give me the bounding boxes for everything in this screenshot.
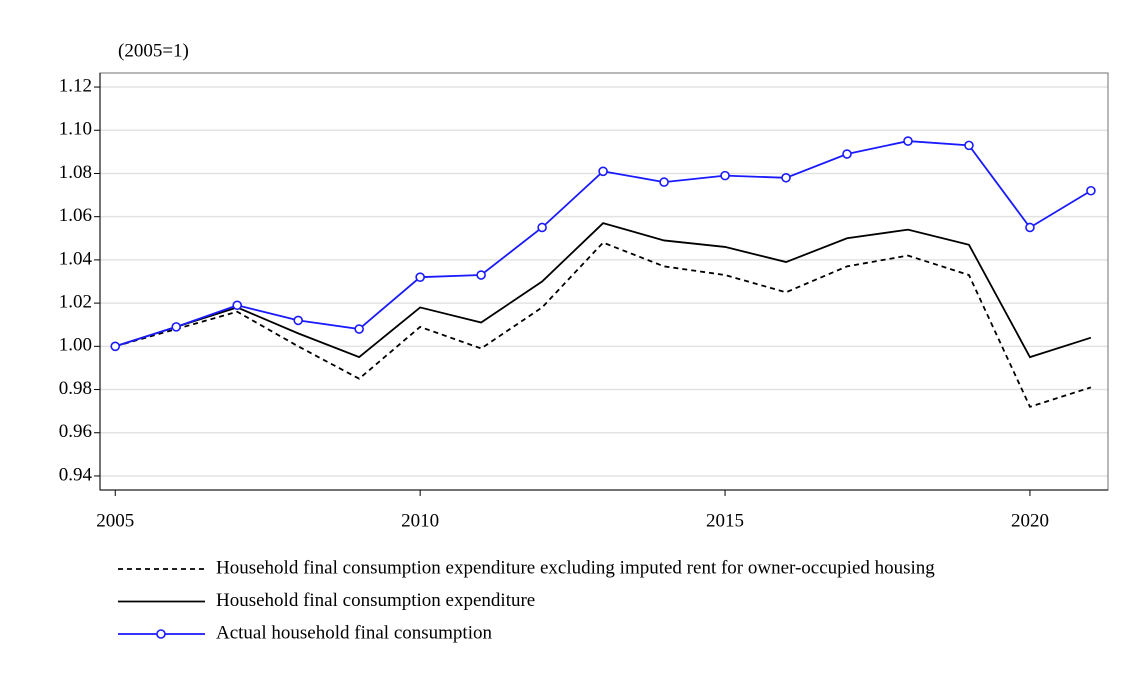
series-line — [114, 241, 1092, 408]
series-marker — [659, 177, 669, 187]
series-marker — [903, 136, 913, 146]
y-tick-label: 1.06 — [59, 205, 92, 226]
y-tick-label: 0.94 — [59, 464, 93, 485]
y-tick-label: 1.00 — [59, 335, 92, 356]
series-marker — [232, 300, 243, 311]
series-marker — [476, 270, 486, 280]
series-marker — [964, 140, 974, 151]
legend-label: Actual household final consumption — [216, 622, 492, 643]
series-marker — [842, 149, 852, 159]
series-marker — [537, 222, 547, 233]
series-marker — [415, 272, 425, 282]
series-marker — [171, 322, 182, 332]
y-tick-label: 1.02 — [59, 291, 92, 312]
y-tick-label: 1.10 — [59, 119, 92, 140]
x-tick-label: 2015 — [706, 510, 744, 531]
y-tick-label: 1.04 — [59, 248, 93, 269]
series-marker — [781, 172, 791, 183]
legend-label: Household final consumption expenditure … — [216, 557, 935, 578]
series-marker — [598, 166, 608, 177]
y-tick-label: 1.12 — [59, 75, 92, 96]
series-marker — [110, 341, 121, 352]
y-axis-label: (2005=1) — [118, 40, 189, 61]
x-tick-label: 2005 — [96, 510, 134, 531]
y-tick-label: 0.98 — [59, 378, 92, 399]
x-tick-label: 2020 — [1011, 510, 1049, 531]
series-line — [114, 222, 1092, 359]
y-tick-label: 0.96 — [59, 421, 92, 442]
series-marker — [293, 315, 303, 326]
plot-frame — [99, 72, 1109, 491]
legend-label: Household final consumption expenditure — [216, 590, 535, 611]
series-marker — [720, 170, 730, 181]
series-marker — [1086, 185, 1096, 196]
series-marker — [354, 324, 364, 334]
series-marker — [1025, 222, 1035, 233]
x-tick-label: 2010 — [401, 510, 439, 531]
legend-marker — [156, 629, 166, 639]
y-tick-label: 1.08 — [59, 162, 92, 183]
